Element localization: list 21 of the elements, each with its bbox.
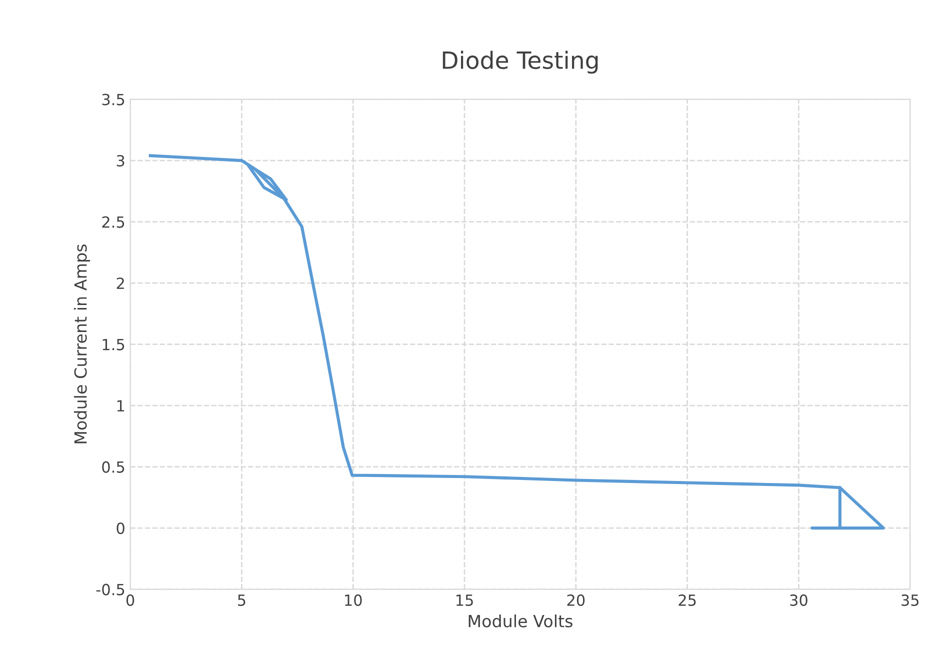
y-tick-label: 0 — [116, 522, 124, 534]
x-axis-title: Module Volts — [468, 614, 572, 628]
y-tick-label: -0.5 — [96, 584, 124, 596]
y-tick-label: 2.5 — [102, 216, 124, 228]
x-tick-label: 20 — [567, 594, 585, 606]
x-tick-label: 10 — [345, 594, 362, 606]
y-tick-label: 0.5 — [102, 461, 124, 473]
x-tick-label: 30 — [790, 594, 808, 606]
x-tick-label: 35 — [902, 594, 918, 606]
y-tick-label: 2 — [116, 278, 124, 289]
x-tick-label: 5 — [238, 594, 246, 606]
y-tick-label: 1 — [117, 400, 124, 412]
y-axis-title: Module Current in Amps — [74, 244, 90, 444]
y-tick-label: 1.5 — [102, 338, 124, 350]
y-tick-label: 3 — [116, 155, 124, 167]
x-tick-label: 0 — [126, 594, 134, 606]
line-series — [148, 154, 885, 530]
chart-title: Diode Testing — [442, 50, 598, 74]
x-tick-label: 25 — [678, 594, 696, 606]
y-tick-label: 3.5 — [102, 94, 124, 106]
x-tick-label: 15 — [456, 594, 473, 606]
